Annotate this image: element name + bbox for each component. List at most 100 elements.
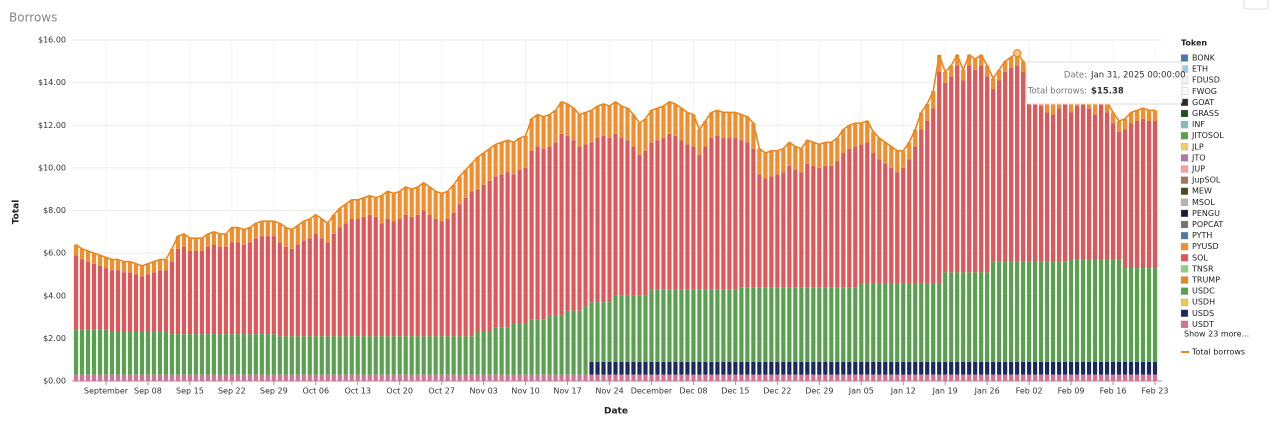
bar-segment (169, 334, 175, 375)
legend-label[interactable]: JUP (1191, 165, 1205, 174)
bar-segment (811, 142, 816, 166)
legend-label[interactable]: SOL (1192, 253, 1208, 262)
y-tick-label: $8.00 (43, 206, 66, 215)
legend-label[interactable]: MEW (1192, 187, 1212, 196)
bar-segment (277, 336, 282, 375)
legend-label[interactable]: JTO (1191, 153, 1206, 162)
bar-segment (355, 219, 360, 337)
bar-segment (523, 167, 528, 324)
legend-label[interactable]: USDC (1192, 287, 1215, 296)
tooltip-box (1025, 61, 1183, 105)
bar-segment (865, 361, 870, 375)
legend-label[interactable]: TNSR (1191, 264, 1214, 273)
legend-label[interactable]: MSOL (1192, 198, 1215, 207)
bar-segment (757, 148, 762, 175)
bar-segment (709, 112, 714, 139)
bar-segment (733, 361, 738, 375)
bar-segment (295, 374, 300, 381)
bar-segment (739, 140, 744, 288)
bar-segment (367, 214, 372, 337)
bar-segment (193, 250, 198, 335)
bar-segment (241, 334, 246, 375)
bar-segment (781, 172, 786, 288)
bar-segment (667, 289, 672, 362)
bar-segment (865, 142, 870, 283)
legend-label[interactable]: PYTH (1192, 231, 1212, 240)
legend-label[interactable]: ETH (1192, 65, 1208, 74)
bar-segment (595, 361, 600, 375)
bar-segment (787, 287, 792, 362)
bar-segment (325, 223, 330, 243)
bar-segment (1140, 374, 1146, 381)
legend-label[interactable]: JLP (1191, 142, 1204, 151)
bar-segment (1104, 361, 1110, 375)
bar-segment (607, 138, 612, 303)
x-tick-label: Dec 22 (763, 387, 791, 396)
bar-segment (1098, 361, 1104, 375)
legend-label[interactable]: GOAT (1192, 98, 1214, 107)
legend-label[interactable]: USDH (1192, 298, 1215, 307)
bar-segment (559, 133, 564, 315)
y-tick-label: $10.00 (38, 163, 66, 172)
bar-segment (727, 112, 732, 139)
bar-segment (721, 374, 726, 381)
bar-segment (667, 374, 672, 381)
bar-segment (1110, 374, 1116, 381)
bar-segment (403, 214, 408, 337)
bar-segment (505, 172, 510, 328)
legend-label[interactable]: POPCAT (1192, 220, 1223, 229)
bar-segment (571, 140, 576, 311)
bar-segment (853, 287, 858, 362)
bar-segment (565, 374, 570, 381)
bar-segment (679, 140, 684, 290)
bar-segment (853, 123, 858, 147)
legend-more[interactable]: Show 23 more... (1184, 330, 1249, 339)
legend-label[interactable]: JITOSOL (1191, 131, 1224, 140)
bar-segment (199, 374, 204, 381)
bar-segment (1015, 374, 1020, 381)
bar-segment (361, 374, 366, 381)
bar-segment (1045, 361, 1050, 375)
bar-segment (331, 214, 336, 234)
bar-segment (637, 123, 642, 156)
bar-segment (439, 374, 444, 381)
legend-label[interactable]: USDS (1192, 309, 1214, 318)
legend-swatch (1180, 298, 1189, 306)
menu-button[interactable] (1243, 0, 1269, 10)
legend-label[interactable]: FWOG (1192, 87, 1217, 96)
bar-segment (1045, 261, 1050, 362)
legend-label[interactable]: PYUSD (1192, 242, 1219, 251)
legend-label[interactable]: PENGU (1192, 209, 1220, 218)
bar-segment (187, 238, 192, 251)
legend-label[interactable]: JupSOL (1191, 176, 1221, 185)
bar-segment (313, 336, 318, 375)
bar-segment (181, 246, 186, 335)
legend-label[interactable]: BONK (1192, 54, 1216, 63)
bar-segment (955, 272, 960, 362)
bar-segment (853, 361, 858, 375)
bar-segment (697, 129, 702, 156)
bar-segment (955, 65, 960, 273)
legend-label[interactable]: USDT (1192, 320, 1214, 329)
legend-label[interactable]: INF (1192, 120, 1205, 129)
legend-label[interactable]: FDUSD (1192, 76, 1220, 85)
bar-segment (415, 374, 420, 381)
bar-segment (721, 289, 726, 362)
bar-segment (685, 361, 690, 375)
legend-label[interactable]: GRASS (1192, 109, 1219, 118)
bar-segment (301, 240, 306, 337)
bar-segment (187, 374, 192, 381)
bar-segment (613, 101, 618, 134)
x-tick-label: Dec 15 (721, 387, 749, 396)
legend-label[interactable]: TRUMP (1191, 276, 1220, 285)
bar-segment (1086, 374, 1092, 381)
bar-segment (397, 374, 402, 381)
bar-segment (505, 327, 510, 375)
bar-segment (871, 361, 876, 375)
bar-segment (955, 54, 960, 66)
bar-segment (175, 236, 181, 249)
bar-segment (277, 374, 282, 381)
bar-segment (787, 361, 792, 375)
bar-segment (475, 189, 480, 332)
bar-segment (823, 165, 828, 288)
